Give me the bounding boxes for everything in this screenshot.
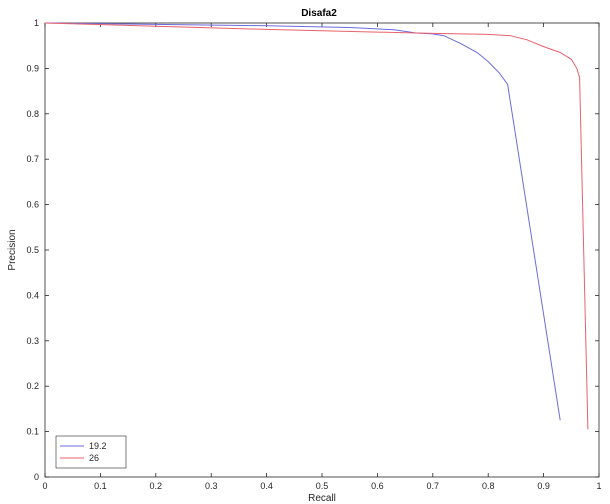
x-tick-label: 0.6 [371,481,384,491]
x-tick-label: 1 [596,481,601,491]
y-tick-label: 0.6 [26,200,39,210]
legend-label-1: 26 [89,453,99,463]
y-tick-label: 0.7 [26,154,39,164]
y-tick-label: 0.3 [26,336,39,346]
x-tick-label: 0.1 [94,481,107,491]
x-axis-label: Recall [308,493,336,504]
x-tick-label: 0.8 [482,481,495,491]
x-tick-label: 0.5 [316,481,329,491]
y-tick-label: 0.8 [26,109,39,119]
legend: 19.2 26 [55,435,127,469]
series-line-1 [44,22,589,430]
y-axis-ticks: 0 0.1 0.2 0.3 0.4 0.5 0.6 0.7 0.8 0.9 1 [26,18,599,482]
legend-label-0: 19.2 [89,441,107,451]
x-tick-label: 0.3 [205,481,218,491]
series-line-0 [44,22,561,421]
chart-title: Disafa2 [301,8,337,19]
y-tick-label: 0.4 [26,290,39,300]
y-tick-label: 1 [34,18,39,28]
legend-box [55,435,127,469]
x-tick-label: 0.7 [427,481,440,491]
x-tick-label: 0.2 [150,481,163,491]
y-axis-label: Precision [7,229,18,270]
x-tick-label: 0.9 [537,481,550,491]
x-axis-ticks: 0 0.1 0.2 0.3 0.4 0.5 0.6 0.7 0.8 0.9 1 [42,23,602,491]
x-tick-label: 0 [42,481,47,491]
y-tick-label: 0.1 [26,427,39,437]
plot-area [44,22,600,478]
series-layer [44,22,589,430]
y-tick-label: 0.5 [26,245,39,255]
y-tick-label: 0 [34,472,39,482]
y-tick-label: 0.9 [26,63,39,73]
x-tick-label: 0.4 [260,481,273,491]
y-tick-label: 0.2 [26,381,39,391]
